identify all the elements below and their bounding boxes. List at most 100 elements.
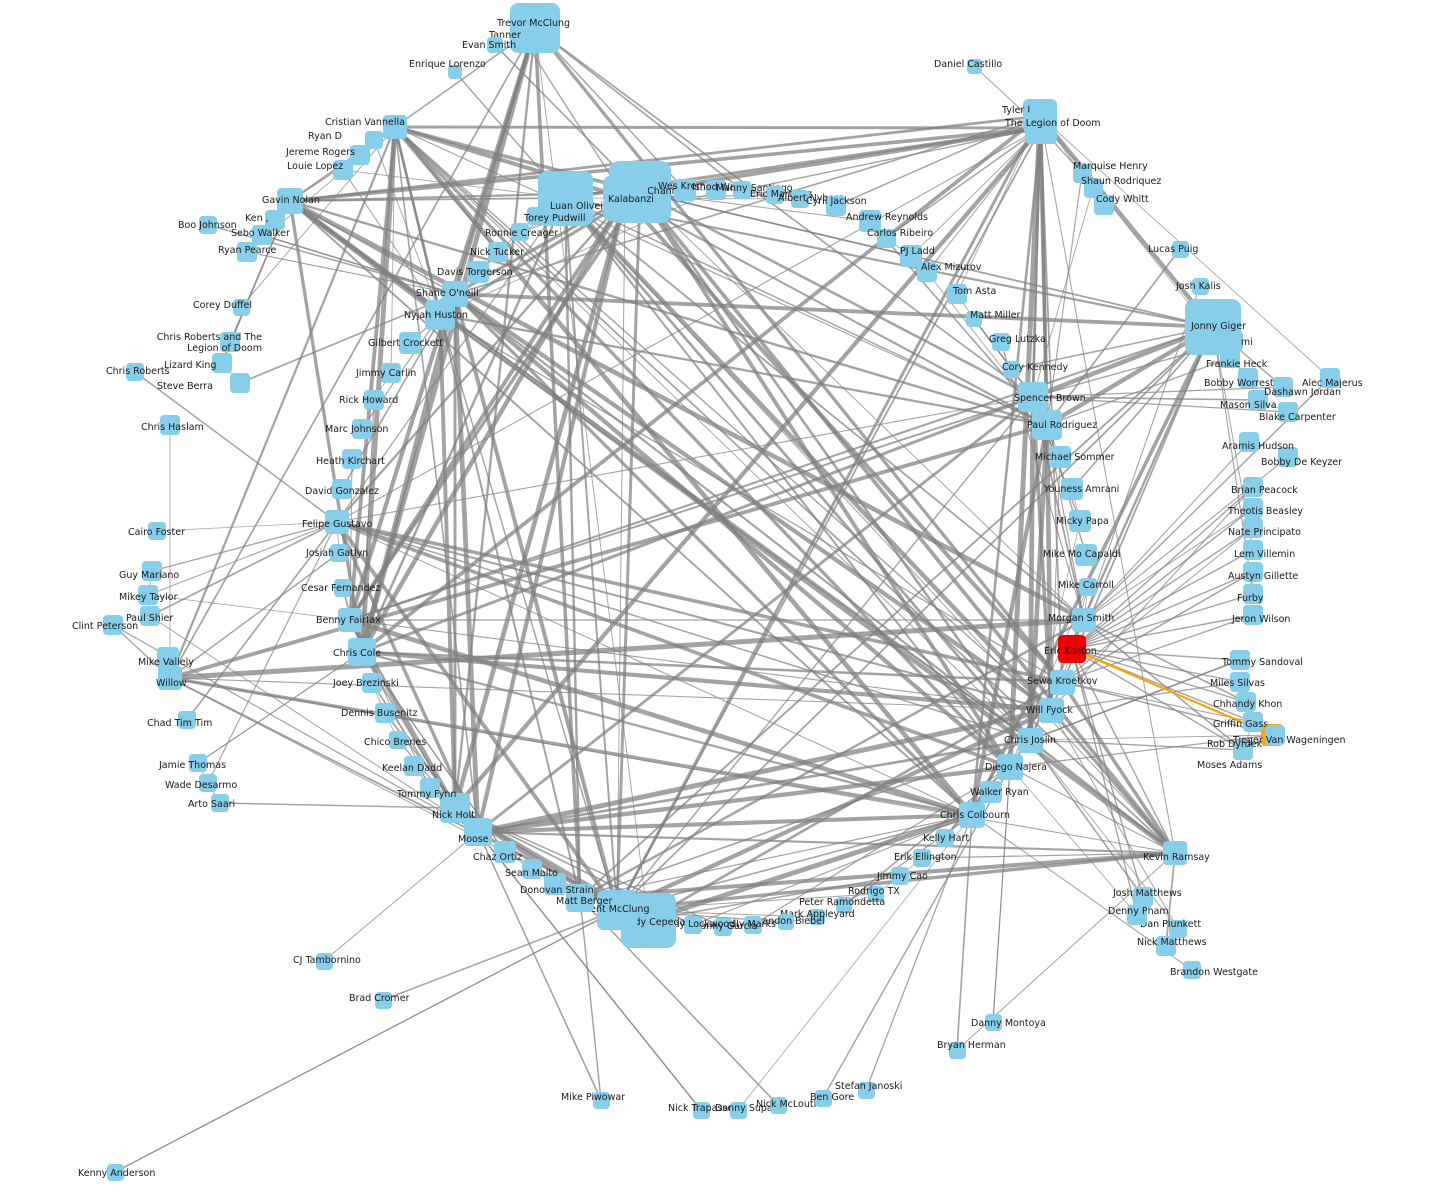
graph-node[interactable] [375, 703, 395, 723]
graph-node[interactable] [984, 1013, 1002, 1031]
graph-node[interactable] [211, 794, 229, 812]
graph-node[interactable] [522, 859, 542, 879]
graph-node[interactable] [729, 1101, 747, 1119]
graph-node[interactable] [537, 170, 593, 226]
graph-node[interactable] [1049, 446, 1071, 468]
graph-node[interactable] [1278, 402, 1298, 422]
graph-node[interactable] [876, 228, 896, 248]
graph-node[interactable] [1265, 725, 1285, 745]
graph-node[interactable] [1239, 432, 1259, 452]
graph-node[interactable] [348, 638, 376, 666]
graph-node[interactable] [1094, 195, 1114, 215]
graph-node[interactable] [1236, 692, 1256, 712]
graph-node[interactable] [142, 561, 162, 581]
graph-node[interactable] [1072, 608, 1096, 632]
graph-node[interactable] [399, 332, 421, 354]
graph-node[interactable] [325, 510, 349, 534]
graph-node[interactable] [494, 841, 516, 863]
graph-node[interactable] [106, 1163, 124, 1181]
graph-node[interactable] [126, 363, 144, 381]
graph-node[interactable] [814, 1089, 832, 1107]
graph-node[interactable] [769, 1096, 787, 1114]
graph-node[interactable] [900, 245, 922, 267]
graph-node[interactable] [1320, 368, 1340, 388]
graph-node[interactable] [836, 897, 852, 913]
graph-node[interactable] [980, 781, 1002, 803]
graph-node[interactable] [352, 419, 372, 439]
graph-node[interactable] [342, 449, 362, 469]
graph-node[interactable] [1243, 477, 1263, 497]
graph-node[interactable] [936, 829, 954, 847]
graph-node[interactable] [1233, 740, 1253, 760]
graph-node[interactable] [160, 415, 180, 435]
graph-node[interactable] [1061, 478, 1083, 500]
graph-node[interactable] [420, 778, 440, 798]
graph-node[interactable] [252, 225, 272, 245]
graph-node[interactable] [383, 115, 407, 139]
graph-node[interactable] [1238, 368, 1258, 388]
graph-node[interactable] [237, 242, 257, 262]
graph-node[interactable] [597, 890, 637, 930]
graph-node[interactable] [464, 818, 492, 846]
graph-node[interactable] [315, 952, 333, 970]
graph-node[interactable] [966, 311, 982, 327]
graph-node[interactable] [277, 188, 303, 214]
graph-node[interactable] [684, 916, 702, 934]
graph-node[interactable] [178, 711, 196, 729]
graph-node[interactable] [1049, 669, 1075, 695]
graph-node[interactable] [1038, 697, 1064, 723]
graph-node[interactable] [487, 37, 503, 53]
graph-node[interactable] [1002, 360, 1020, 378]
graph-node[interactable] [992, 333, 1010, 351]
graph-node[interactable] [1018, 382, 1048, 412]
graph-node[interactable] [103, 615, 123, 635]
graph-node[interactable] [389, 731, 407, 749]
graph-node[interactable] [1133, 887, 1153, 907]
graph-node[interactable] [891, 867, 909, 885]
graph-node[interactable] [1243, 540, 1263, 560]
graph-node[interactable] [1243, 584, 1263, 604]
graph-node[interactable] [220, 332, 240, 352]
graph-node[interactable] [959, 802, 985, 828]
graph-node[interactable] [189, 754, 207, 772]
graph-node[interactable] [230, 373, 250, 393]
graph-node[interactable] [744, 916, 762, 934]
graph-node[interactable] [778, 914, 794, 930]
graph-node[interactable] [766, 186, 784, 204]
graph-node[interactable] [138, 585, 158, 605]
graph-node[interactable] [1243, 562, 1263, 582]
graph-node[interactable] [467, 261, 489, 283]
graph-node[interactable] [334, 579, 352, 597]
graph-node[interactable] [1273, 377, 1293, 397]
graph-node[interactable] [1230, 672, 1250, 692]
graph-node[interactable] [674, 179, 696, 201]
graph-node[interactable] [791, 190, 809, 208]
graph-node[interactable] [1127, 905, 1147, 925]
graph-node[interactable] [1248, 390, 1268, 410]
graph-node[interactable] [809, 909, 825, 925]
graph-node[interactable] [440, 793, 470, 823]
graph-node[interactable] [448, 65, 462, 79]
graph-node[interactable] [947, 284, 967, 304]
graph-node[interactable] [381, 363, 401, 383]
graph-node[interactable] [232, 298, 250, 316]
graph-node[interactable] [404, 756, 424, 776]
graph-node[interactable] [1243, 605, 1263, 625]
graph-node[interactable] [1069, 510, 1091, 532]
graph-node[interactable] [148, 522, 166, 540]
graph-node[interactable] [330, 544, 348, 562]
graph-node[interactable] [857, 1081, 875, 1099]
graph-node[interactable] [566, 884, 594, 912]
graph-node[interactable] [1032, 410, 1062, 440]
graph-node[interactable] [332, 479, 352, 499]
graph-node[interactable] [364, 390, 384, 410]
graph-node[interactable] [733, 181, 751, 199]
graph-node[interactable] [1183, 961, 1201, 979]
graph-node[interactable] [158, 666, 182, 690]
graph-node[interactable] [1017, 727, 1043, 753]
graph-node[interactable] [442, 281, 468, 307]
graph-node[interactable] [350, 145, 370, 165]
graph-node[interactable] [1025, 112, 1057, 144]
graph-node[interactable] [544, 873, 566, 895]
